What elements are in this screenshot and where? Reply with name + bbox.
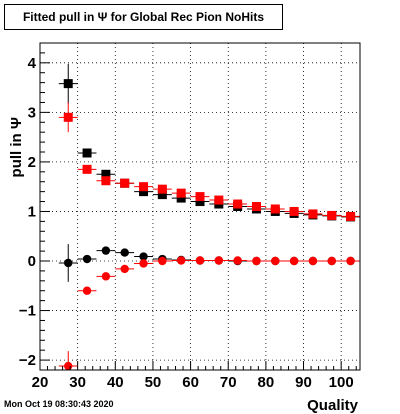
- axis-ticks: [39, 42, 357, 371]
- data-point-square: [327, 210, 337, 220]
- data-point-square: [195, 192, 205, 202]
- data-point-circle: [64, 361, 73, 371]
- data-point-circle: [120, 264, 129, 274]
- chart-title: Fitted pull in Ψ for Global Rec Pion NoH…: [4, 4, 283, 30]
- data-point-square: [289, 206, 299, 216]
- y-tick-label: 0: [28, 253, 36, 270]
- grid-lines: [40, 43, 360, 370]
- data-marks: [58, 63, 360, 371]
- data-point-circle: [289, 256, 299, 266]
- y-tick-label: 3: [28, 104, 36, 121]
- x-tick-label: 20: [32, 374, 49, 391]
- y-tick-label: −1: [19, 303, 36, 320]
- data-point-square: [233, 199, 243, 209]
- data-point-square: [63, 79, 73, 89]
- data-point-circle: [233, 256, 242, 265]
- data-point-circle: [101, 272, 111, 281]
- data-point-square: [176, 193, 186, 203]
- data-point-square: [139, 182, 149, 192]
- data-point-square: [346, 211, 356, 221]
- x-tick-label: 90: [295, 374, 312, 391]
- data-point-circle: [271, 256, 280, 266]
- data-point-circle: [82, 286, 92, 295]
- data-point-square: [120, 178, 130, 188]
- data-point-circle: [308, 256, 318, 266]
- data-point-square: [82, 148, 92, 158]
- data-point-circle: [139, 252, 148, 261]
- data-point-square: [101, 176, 111, 186]
- plot-frame: [39, 42, 361, 371]
- data-point-circle: [120, 248, 129, 257]
- x-tick-label: 40: [107, 374, 124, 391]
- data-point-square: [214, 195, 224, 205]
- data-point-circle: [214, 256, 224, 265]
- x-tick-label: 80: [258, 374, 275, 391]
- data-point-square: [101, 169, 111, 179]
- data-point-square: [308, 209, 318, 219]
- y-tick-label: 2: [28, 154, 36, 171]
- data-point-circle: [195, 256, 205, 265]
- x-axis-title: Quality: [307, 397, 359, 414]
- x-tick-label: 70: [220, 374, 237, 391]
- x-tick-label: 30: [69, 374, 86, 391]
- y-tick-label: 1: [28, 203, 36, 220]
- data-point-circle: [64, 258, 73, 268]
- data-point-square: [157, 184, 167, 194]
- data-point-square: [82, 164, 92, 174]
- data-point-circle: [327, 256, 336, 266]
- data-point-circle: [252, 256, 261, 266]
- y-tick-label: −2: [19, 352, 36, 369]
- data-point-circle: [176, 256, 186, 265]
- x-tick-label: 60: [182, 374, 199, 391]
- tick-labels: 20 30 40 50 60 70 80 90 100 −2 −1 0 1 2 3 4: [19, 55, 354, 391]
- data-point-circle: [346, 256, 355, 266]
- data-point-square: [270, 204, 280, 214]
- data-point-square: [195, 197, 205, 207]
- data-point-circle: [158, 256, 167, 266]
- y-axis-title: pull in Ψ: [8, 117, 25, 177]
- y-tick-label: 4: [28, 55, 37, 72]
- data-point-square: [176, 188, 186, 198]
- timestamp: Mon Oct 19 08:30:43 2020: [4, 399, 114, 409]
- data-point-square: [157, 190, 167, 200]
- data-point-circle: [82, 254, 92, 264]
- x-tick-label: 50: [145, 374, 162, 391]
- data-point-circle: [101, 246, 111, 255]
- x-tick-label: 100: [329, 374, 354, 391]
- data-point-circle: [139, 259, 148, 268]
- data-point-square: [251, 202, 261, 211]
- data-point-square: [63, 112, 73, 122]
- data-point-square: [139, 187, 149, 197]
